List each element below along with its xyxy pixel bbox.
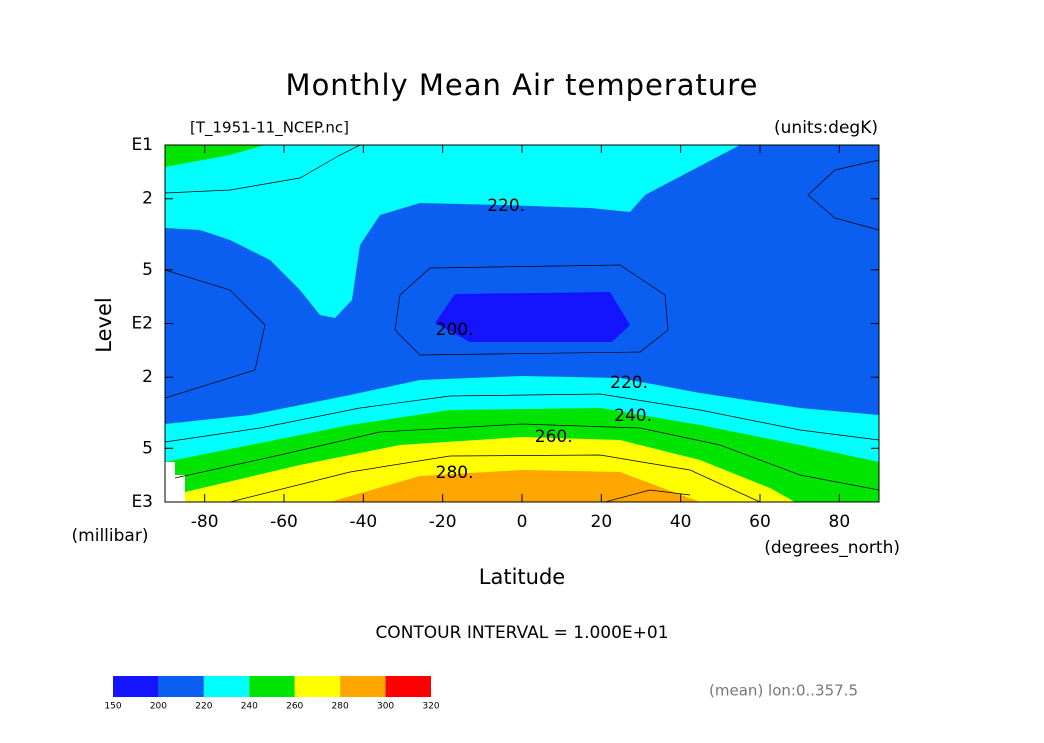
contour-line	[229, 454, 761, 502]
colorbar-box	[385, 676, 431, 697]
x-tick-label: 80	[829, 512, 851, 532]
subtitle: [T_1951-11_NCEP.nc]	[190, 119, 349, 138]
fill-region	[435, 292, 630, 342]
missing-region	[165, 462, 185, 502]
x-tick-label: 40	[670, 512, 692, 532]
y-tick-label: E2	[131, 314, 153, 334]
colorbar-box	[249, 676, 295, 697]
fill-region	[330, 470, 700, 502]
units-label: (units:degK)	[774, 118, 878, 138]
y-axis-label: Level	[92, 297, 116, 352]
contour-interval: CONTOUR INTERVAL = 1.000E+01	[375, 623, 668, 643]
contour-label: 200.	[436, 320, 474, 340]
contour-label: 220.	[487, 196, 525, 216]
x-axis-label: Latitude	[479, 565, 565, 589]
colorbar-label: 260	[286, 702, 303, 712]
contour-line	[394, 264, 669, 356]
x-tick-label: -40	[349, 512, 377, 532]
y-tick-label: 5	[142, 438, 153, 458]
y-tick-label: E1	[131, 135, 153, 155]
colorbar-label: 280	[332, 702, 349, 712]
x-tick-label: 20	[591, 512, 613, 532]
contour-line	[807, 159, 879, 231]
colorbar-label: 200	[150, 702, 167, 712]
note: (mean) lon:0..357.5	[709, 682, 858, 700]
x-tick-label: -20	[429, 512, 457, 532]
x-tick-label: -80	[191, 512, 219, 532]
colorbar-label: 240	[241, 702, 258, 712]
colorbar-box	[203, 676, 250, 697]
y-tick-label: 5	[142, 260, 153, 280]
contour-line	[165, 393, 879, 443]
colorbar-box	[158, 676, 204, 697]
y-tick-label: 2	[142, 189, 153, 209]
fill-region	[165, 145, 740, 318]
contour-label: 280.	[436, 463, 474, 483]
y-tick-label: E3	[131, 492, 153, 512]
colorbar-box	[294, 676, 341, 697]
y-units: (millibar)	[72, 526, 149, 546]
contour-label: 240.	[614, 406, 652, 426]
y-tick-label: 2	[142, 367, 153, 387]
x-tick-label: 0	[517, 512, 528, 532]
x-tick-label: 60	[749, 512, 771, 532]
contour-line	[604, 489, 691, 502]
colorbar-label: 220	[195, 702, 212, 712]
colorbar-box	[113, 676, 159, 697]
contour-line	[165, 269, 266, 399]
contour-line	[165, 145, 361, 194]
colorbar-label: 150	[104, 702, 121, 712]
chart-title: Monthly Mean Air temperature	[286, 68, 759, 102]
colorbar-box	[340, 676, 386, 697]
contour-fills	[165, 145, 879, 502]
x-tick-label: -60	[270, 512, 298, 532]
contour-line	[174, 423, 879, 491]
contour-label: 220.	[610, 373, 648, 393]
contour-label: 260.	[535, 427, 573, 447]
colorbar-label: 300	[377, 702, 394, 712]
x-units: (degrees_north)	[764, 538, 900, 558]
fill-region	[165, 145, 265, 167]
colorbar-label: 320	[422, 702, 439, 712]
